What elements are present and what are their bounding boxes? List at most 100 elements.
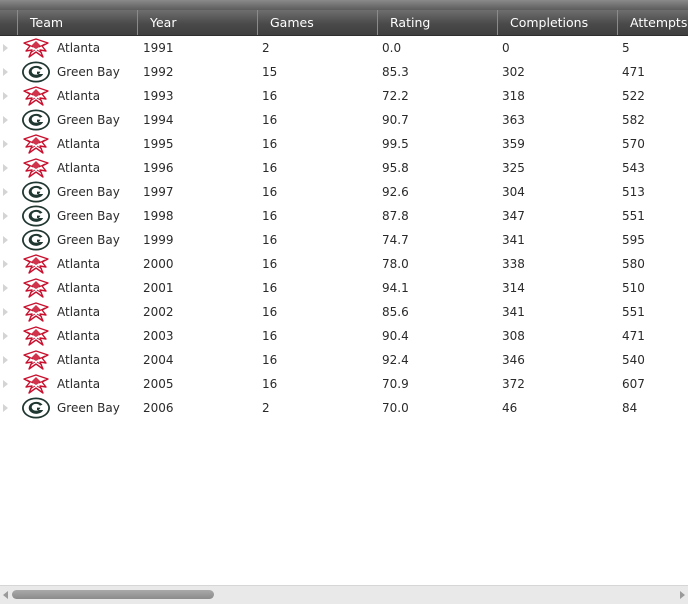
- row-expander-icon[interactable]: [3, 380, 8, 388]
- table-row[interactable]: Green Bay 1992 15 85.3 302 471: [0, 60, 688, 84]
- row-expander-icon[interactable]: [3, 116, 8, 124]
- table-row[interactable]: Green Bay 1997 16 92.6 304 513: [0, 180, 688, 204]
- cell-completions: 302: [502, 65, 525, 79]
- cell-games: 16: [262, 257, 278, 271]
- cell-completions: 308: [502, 329, 525, 343]
- cell-games: 2: [262, 41, 270, 55]
- row-expander-icon[interactable]: [3, 332, 8, 340]
- falcons-logo-icon: [21, 277, 51, 299]
- cell-rating: 94.1: [382, 281, 409, 295]
- cell-year: 1993: [143, 89, 174, 103]
- horizontal-scrollbar[interactable]: [0, 585, 688, 604]
- row-expander-icon[interactable]: [3, 260, 8, 268]
- row-expander-icon[interactable]: [3, 92, 8, 100]
- cell-attempts: 84: [622, 401, 638, 415]
- scroll-left-arrow-icon[interactable]: [3, 591, 8, 599]
- table-row[interactable]: Green Bay 1994 16 90.7 363 582: [0, 108, 688, 132]
- cell-rating: 90.4: [382, 329, 409, 343]
- cell-team: Green Bay: [57, 209, 120, 223]
- cell-year: 1999: [143, 233, 174, 247]
- cell-games: 16: [262, 305, 278, 319]
- row-expander-icon[interactable]: [3, 140, 8, 148]
- cell-attempts: 471: [622, 65, 645, 79]
- row-expander-icon[interactable]: [3, 404, 8, 412]
- cell-completions: 0: [502, 41, 510, 55]
- falcons-logo-icon: [21, 37, 51, 59]
- table-row[interactable]: Atlanta 1991 2 0.0 0 5: [0, 36, 688, 60]
- table-row[interactable]: Atlanta 2001 16 94.1 314 510: [0, 276, 688, 300]
- table-row[interactable]: Atlanta 2005 16 70.9 372 607: [0, 372, 688, 396]
- row-expander-icon[interactable]: [3, 164, 8, 172]
- grid-top-strip: [0, 0, 688, 10]
- cell-attempts: 522: [622, 89, 645, 103]
- row-expander-icon[interactable]: [3, 68, 8, 76]
- grid-header: Team Year Games Rating Completions Attem…: [0, 10, 688, 36]
- column-header-completions[interactable]: Completions: [497, 10, 617, 35]
- cell-team: Green Bay: [57, 113, 120, 127]
- cell-games: 2: [262, 401, 270, 415]
- cell-attempts: 582: [622, 113, 645, 127]
- cell-attempts: 551: [622, 209, 645, 223]
- falcons-logo-icon: [21, 253, 51, 275]
- cell-games: 16: [262, 329, 278, 343]
- row-expander-icon[interactable]: [3, 188, 8, 196]
- table-row[interactable]: Green Bay 1999 16 74.7 341 595: [0, 228, 688, 252]
- column-header-games[interactable]: Games: [257, 10, 377, 35]
- table-row[interactable]: Green Bay 1998 16 87.8 347 551: [0, 204, 688, 228]
- row-expander-icon[interactable]: [3, 308, 8, 316]
- cell-rating: 87.8: [382, 209, 409, 223]
- cell-completions: 318: [502, 89, 525, 103]
- cell-attempts: 551: [622, 305, 645, 319]
- cell-rating: 70.9: [382, 377, 409, 391]
- cell-completions: 314: [502, 281, 525, 295]
- table-row[interactable]: Atlanta 2000 16 78.0 338 580: [0, 252, 688, 276]
- cell-year: 1994: [143, 113, 174, 127]
- cell-year: 2001: [143, 281, 174, 295]
- table-row[interactable]: Atlanta 1995 16 99.5 359 570: [0, 132, 688, 156]
- column-header-team[interactable]: Team: [17, 10, 137, 35]
- packers-logo-icon: [21, 61, 51, 83]
- cell-attempts: 607: [622, 377, 645, 391]
- cell-rating: 85.3: [382, 65, 409, 79]
- cell-year: 2006: [143, 401, 174, 415]
- table-row[interactable]: Atlanta 2002 16 85.6 341 551: [0, 300, 688, 324]
- scroll-right-arrow-icon[interactable]: [680, 591, 685, 599]
- cell-attempts: 580: [622, 257, 645, 271]
- table-row[interactable]: Atlanta 1993 16 72.2 318 522: [0, 84, 688, 108]
- cell-year: 1992: [143, 65, 174, 79]
- row-expander-icon[interactable]: [3, 284, 8, 292]
- row-expander-icon[interactable]: [3, 236, 8, 244]
- cell-year: 1996: [143, 161, 174, 175]
- cell-year: 1998: [143, 209, 174, 223]
- cell-completions: 338: [502, 257, 525, 271]
- cell-rating: 70.0: [382, 401, 409, 415]
- table-row[interactable]: Atlanta 2003 16 90.4 308 471: [0, 324, 688, 348]
- cell-games: 16: [262, 353, 278, 367]
- packers-logo-icon: [21, 397, 51, 419]
- cell-games: 15: [262, 65, 278, 79]
- cell-attempts: 513: [622, 185, 645, 199]
- falcons-logo-icon: [21, 325, 51, 347]
- row-expander-icon[interactable]: [3, 356, 8, 364]
- row-expander-icon[interactable]: [3, 212, 8, 220]
- row-expander-icon[interactable]: [3, 44, 8, 52]
- falcons-logo-icon: [21, 301, 51, 323]
- cell-games: 16: [262, 185, 278, 199]
- cell-team: Atlanta: [57, 329, 101, 343]
- table-row[interactable]: Green Bay 2006 2 70.0 46 84: [0, 396, 688, 420]
- column-header-attempts[interactable]: Attempts: [617, 10, 688, 35]
- scrollbar-thumb[interactable]: [12, 590, 214, 599]
- table-row[interactable]: Atlanta 2004 16 92.4 346 540: [0, 348, 688, 372]
- column-header-rating[interactable]: Rating: [377, 10, 497, 35]
- falcons-logo-icon: [21, 133, 51, 155]
- falcons-logo-icon: [21, 349, 51, 371]
- cell-completions: 346: [502, 353, 525, 367]
- cell-team: Green Bay: [57, 185, 120, 199]
- cell-completions: 46: [502, 401, 518, 415]
- table-row[interactable]: Atlanta 1996 16 95.8 325 543: [0, 156, 688, 180]
- cell-team: Atlanta: [57, 305, 101, 319]
- cell-games: 16: [262, 137, 278, 151]
- cell-year: 1991: [143, 41, 174, 55]
- column-header-year[interactable]: Year: [137, 10, 257, 35]
- packers-logo-icon: [21, 229, 51, 251]
